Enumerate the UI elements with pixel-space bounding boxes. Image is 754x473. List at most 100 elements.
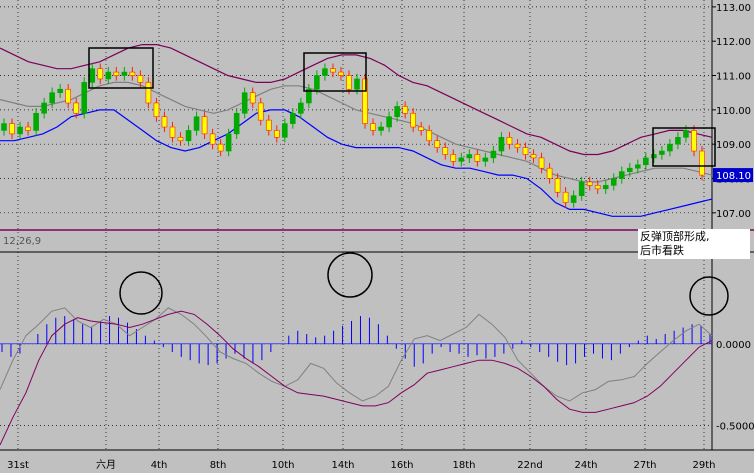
candle-body bbox=[354, 78, 360, 90]
x-tick-label: 16th bbox=[391, 460, 414, 471]
candle-body bbox=[498, 137, 505, 152]
candle-body bbox=[233, 112, 240, 135]
candle-body bbox=[49, 92, 55, 104]
x-tick-label: 18th bbox=[453, 460, 476, 471]
x-tick-label: 4th bbox=[151, 460, 168, 471]
candle-body bbox=[89, 68, 96, 83]
candle-body bbox=[386, 116, 392, 128]
candle-body bbox=[338, 71, 344, 76]
candle-body bbox=[225, 133, 232, 152]
candle-body bbox=[290, 112, 296, 124]
candle-body bbox=[346, 75, 352, 90]
candle-body bbox=[322, 68, 328, 76]
pattern-box bbox=[88, 47, 154, 89]
y-tick-label: 110.00 bbox=[716, 106, 751, 117]
upper-band-line bbox=[0, 43, 713, 156]
candle-body bbox=[9, 123, 15, 135]
candle-body bbox=[169, 126, 176, 138]
pattern-box bbox=[303, 52, 367, 92]
y-tick-label: -0.5000 bbox=[716, 422, 754, 433]
candle-body bbox=[506, 137, 513, 145]
candle-body bbox=[482, 157, 489, 162]
candle-body bbox=[137, 75, 144, 83]
x-tick-label: 10th bbox=[272, 460, 295, 471]
candle-body bbox=[594, 185, 601, 190]
candle-body bbox=[105, 71, 112, 80]
candle-body bbox=[683, 130, 689, 138]
x-tick-label: 8th bbox=[210, 460, 227, 471]
lower-band-line bbox=[0, 109, 713, 217]
candle-body bbox=[185, 130, 192, 142]
y-tick-label: 112.00 bbox=[716, 37, 751, 48]
candle-body bbox=[434, 140, 441, 148]
candle-body bbox=[193, 116, 200, 131]
candle-body bbox=[418, 126, 424, 131]
candle-body bbox=[562, 191, 569, 203]
candle-body bbox=[675, 137, 681, 145]
candle-body bbox=[113, 71, 120, 76]
candle-body bbox=[41, 102, 47, 114]
candle-body bbox=[298, 102, 304, 114]
candle-body bbox=[514, 143, 521, 148]
candle-body bbox=[699, 150, 705, 176]
candle-body bbox=[153, 102, 160, 118]
divergence-circle bbox=[119, 271, 163, 315]
signal-line bbox=[0, 310, 713, 446]
divergence-circle bbox=[689, 276, 729, 316]
candle-body bbox=[546, 167, 553, 179]
candle-body bbox=[394, 106, 400, 118]
candle-body bbox=[330, 68, 336, 73]
candle-body bbox=[209, 133, 216, 145]
candle-body bbox=[538, 157, 545, 169]
candle-body bbox=[217, 143, 224, 152]
candle-body bbox=[578, 181, 585, 196]
candle-body bbox=[458, 157, 465, 162]
candle-body bbox=[17, 126, 23, 135]
candle-body bbox=[282, 123, 288, 138]
candle-body bbox=[97, 68, 104, 80]
candle-body bbox=[490, 150, 497, 159]
candle-body bbox=[522, 147, 529, 155]
x-tick-label: 27th bbox=[634, 460, 657, 471]
y-tick-label: 111.00 bbox=[716, 72, 751, 83]
candle-body bbox=[530, 154, 537, 159]
candle-body bbox=[667, 143, 673, 152]
candle-body bbox=[474, 154, 481, 162]
candle-body bbox=[586, 181, 593, 186]
x-tick-label: 31st bbox=[7, 460, 29, 471]
candle-body bbox=[25, 126, 31, 131]
mid-band-line bbox=[0, 81, 713, 183]
candle-body bbox=[570, 195, 577, 203]
candle-body bbox=[651, 154, 657, 159]
y-tick-label: 0.0000 bbox=[716, 340, 751, 351]
candle-body bbox=[265, 119, 272, 131]
candle-body bbox=[314, 75, 320, 90]
annotation-note: 反弹顶部形成, 后市看跌 bbox=[638, 229, 750, 259]
candle-body bbox=[410, 112, 416, 128]
indicator-params-label: 12,26,9 bbox=[3, 236, 42, 247]
candle-body bbox=[73, 102, 80, 114]
candle-body bbox=[273, 130, 280, 138]
candle-body bbox=[554, 178, 561, 193]
candle-body bbox=[81, 82, 88, 114]
candle-body bbox=[426, 130, 433, 142]
x-tick-label: 29th bbox=[693, 460, 716, 471]
macd-line bbox=[0, 307, 713, 402]
candle-body bbox=[466, 154, 473, 159]
candle-body bbox=[618, 171, 625, 179]
annotation-line-2: 后市看跌 bbox=[640, 244, 684, 257]
candle-body bbox=[306, 88, 312, 104]
x-tick-label: 六月 bbox=[96, 459, 116, 471]
candle-body bbox=[241, 92, 248, 114]
candle-body bbox=[177, 137, 184, 142]
candle-body bbox=[370, 123, 376, 131]
candle-body bbox=[643, 157, 649, 166]
candle-body bbox=[691, 130, 697, 152]
candle-body bbox=[378, 126, 384, 131]
candle-body bbox=[602, 185, 609, 190]
candle-body bbox=[249, 92, 256, 104]
candle-body bbox=[362, 78, 368, 124]
y-tick-label: 107.00 bbox=[716, 209, 751, 220]
